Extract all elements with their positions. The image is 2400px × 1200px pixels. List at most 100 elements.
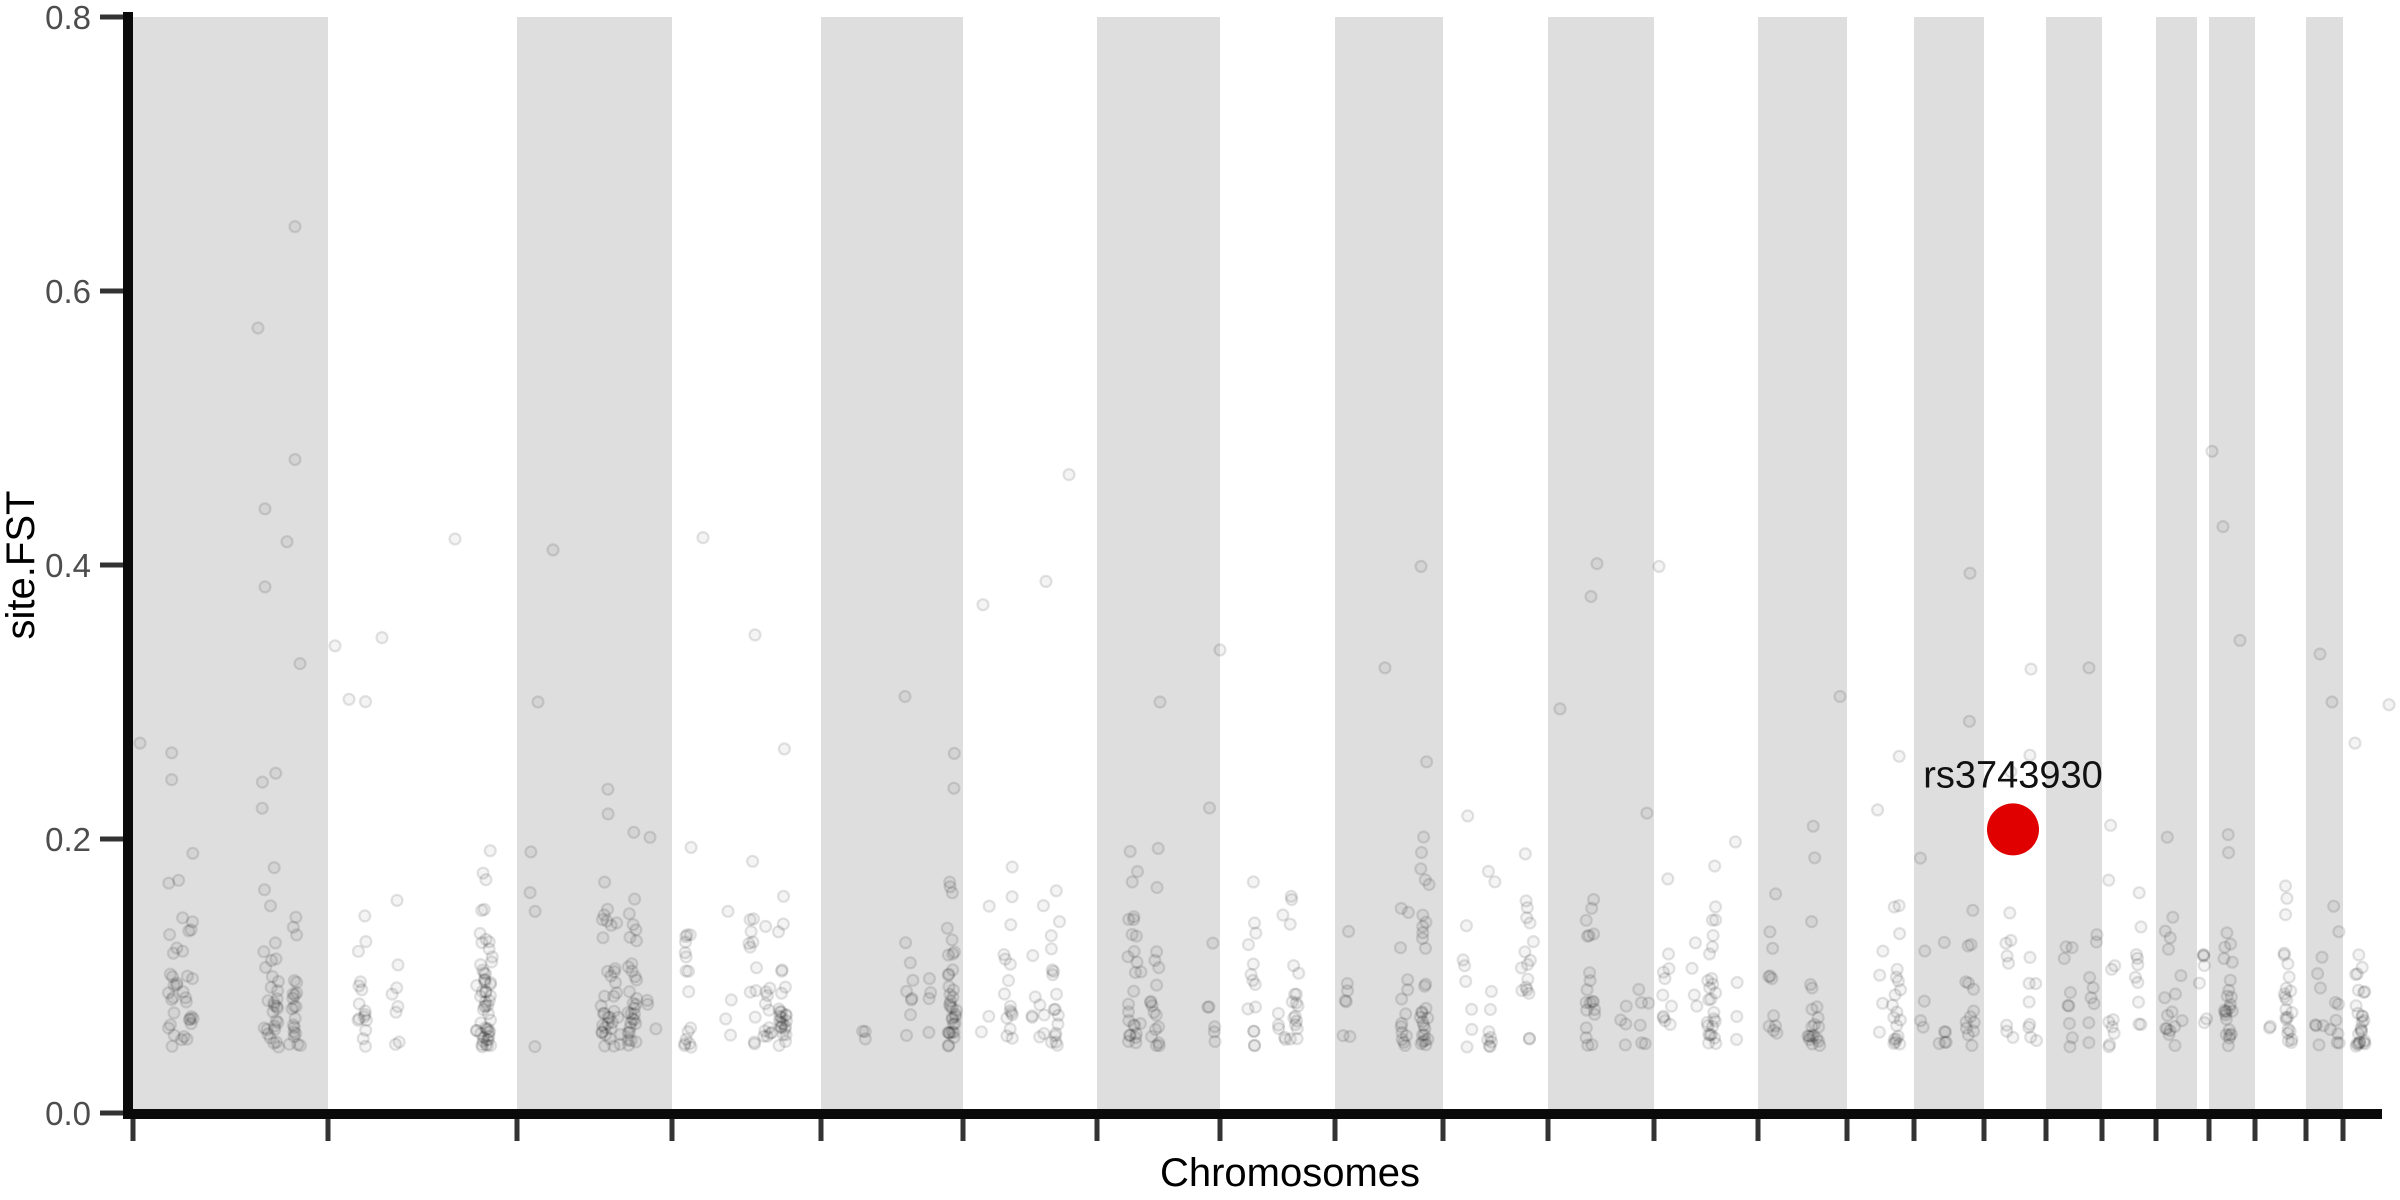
fst-point	[183, 1012, 197, 1026]
fst-point	[1658, 971, 1672, 986]
fst-point	[1340, 984, 1355, 998]
fst-point	[1938, 1035, 1952, 1049]
fst-point	[479, 985, 493, 999]
fst-point	[1123, 844, 1137, 859]
fst-point	[1701, 973, 1715, 988]
y-tick-label-0.6: 0.6	[45, 273, 91, 310]
fst-point	[743, 985, 757, 999]
fst-point	[482, 993, 496, 1008]
fst-point	[683, 1021, 698, 1035]
fst-point	[1003, 1004, 1017, 1018]
fst-point	[608, 975, 623, 990]
fst-point	[1005, 860, 1019, 874]
fst-point	[1806, 819, 1820, 833]
x-axis-line	[123, 1109, 2382, 1119]
fst-point	[948, 1007, 963, 1022]
fst-point	[942, 1026, 957, 1040]
fst-point	[1801, 1029, 1815, 1043]
fst-point	[1003, 1022, 1017, 1036]
fst-point	[2003, 906, 2017, 920]
fst-point	[1003, 957, 1017, 971]
fst-point	[596, 931, 610, 945]
x-tick	[669, 1119, 675, 1141]
fst-point	[1805, 981, 1819, 995]
fst-point	[1285, 995, 1299, 1009]
fst-point	[746, 912, 761, 926]
fst-point	[1635, 1036, 1649, 1050]
fst-point	[2102, 1015, 2116, 1029]
fst-point	[2158, 991, 2172, 1005]
fst-point	[1271, 1006, 1286, 1021]
fst-point	[997, 947, 1011, 962]
fst-point	[982, 899, 996, 913]
fst-point	[1938, 1025, 1953, 1039]
fst-point	[166, 946, 180, 960]
fst-point	[1047, 1002, 1061, 1017]
fst-point	[747, 1037, 762, 1051]
fst-point	[2280, 993, 2294, 1007]
fst-point	[2219, 1008, 2233, 1022]
fst-point	[2217, 951, 2231, 966]
fst-point	[1419, 755, 1434, 769]
x-tick	[2206, 1119, 2212, 1141]
fst-point	[1730, 1009, 1744, 1024]
fst-point	[1522, 1031, 1537, 1045]
fst-point	[625, 1012, 640, 1026]
fst-point	[483, 1013, 498, 1027]
chromosome-bands	[133, 17, 2343, 1109]
fst-point	[1583, 973, 1597, 988]
fst-point	[2102, 873, 2116, 887]
fst-point	[165, 772, 179, 787]
fst-point	[1966, 982, 1981, 996]
fst-point	[478, 1021, 493, 1035]
fst-point	[1520, 957, 1535, 972]
fst-point	[286, 987, 300, 1001]
fst-point	[1127, 984, 1141, 998]
fst-point	[683, 928, 697, 942]
fst-point	[2160, 1008, 2175, 1023]
fst-point	[1703, 981, 1717, 995]
fst-point	[679, 1032, 693, 1046]
fst-point	[607, 1039, 621, 1053]
fst-point	[342, 692, 356, 706]
fst-point	[1128, 965, 1143, 980]
fst-point	[771, 925, 786, 939]
fst-point	[1523, 953, 1538, 967]
fst-point	[858, 1024, 872, 1039]
fst-point	[389, 1005, 403, 1019]
fst-point	[1663, 1017, 1677, 1032]
fst-point	[595, 1026, 609, 1040]
fst-point	[1481, 864, 1496, 879]
fst-point	[264, 953, 279, 968]
fst-point	[1585, 994, 1599, 1009]
fst-point	[2061, 998, 2075, 1013]
fst-point	[2082, 661, 2096, 675]
fst-point	[1482, 1039, 1496, 1053]
fst-point	[1394, 901, 1408, 916]
fst-point	[1149, 945, 1164, 959]
fst-point	[1963, 1010, 1978, 1024]
fst-point	[179, 991, 193, 1005]
fst-point	[1688, 936, 1703, 950]
fst-point	[2312, 1038, 2326, 1052]
fst-point	[1207, 1025, 1221, 1039]
fst-point	[629, 997, 643, 1012]
fst-point	[2284, 1035, 2298, 1050]
fst-point	[2084, 991, 2098, 1005]
fst-point	[1121, 997, 1136, 1011]
fst-point	[1762, 1019, 1776, 1033]
fst-point	[1289, 1014, 1304, 1028]
fst-point	[1483, 1039, 1497, 1054]
fst-point	[2103, 1037, 2117, 1052]
fst-point	[2349, 999, 2363, 1013]
fst-point	[480, 1022, 494, 1036]
fst-point	[2278, 907, 2293, 922]
fst-point	[2313, 981, 2327, 995]
fst-point	[1708, 859, 1722, 873]
fst-point	[1062, 468, 1076, 482]
fst-point	[485, 955, 499, 969]
fst-point	[280, 535, 294, 549]
fst-point	[286, 920, 300, 934]
fst-point	[531, 695, 545, 709]
